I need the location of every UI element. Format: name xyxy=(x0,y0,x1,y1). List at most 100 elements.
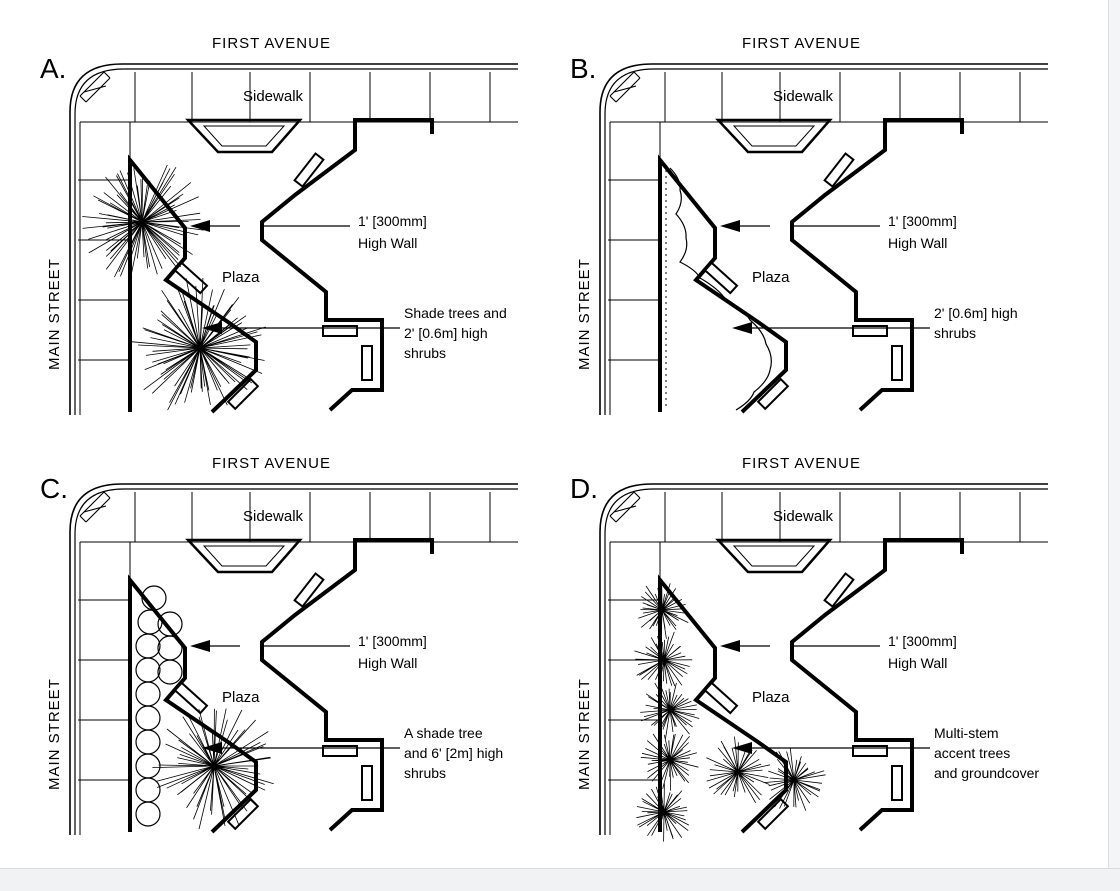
trapezoid-planter xyxy=(715,118,833,154)
wall-label-line: High Wall xyxy=(358,235,417,251)
bench xyxy=(293,572,325,608)
bench xyxy=(361,345,373,381)
planting-arrow xyxy=(732,322,752,334)
wall-arrow xyxy=(720,220,740,232)
trapezoid-planter xyxy=(185,538,303,574)
wall-label-line: High Wall xyxy=(888,655,947,671)
crosswalk-mark xyxy=(609,491,641,523)
shrub-circle xyxy=(157,659,183,685)
planting-accent-trees xyxy=(634,583,826,842)
crosswalk-mark xyxy=(79,71,111,103)
planting-label-line: A shade tree xyxy=(404,725,483,741)
planting-bed-wall xyxy=(128,154,258,414)
panel-letter: A. xyxy=(40,53,66,84)
main-street-label: MAIN STREET xyxy=(46,678,63,790)
plaza-label: Plaza xyxy=(222,689,260,706)
curb-line-inner xyxy=(604,488,1048,835)
sidewalk-paving-grid xyxy=(608,492,1048,835)
shrub-circle xyxy=(135,633,161,659)
shrub-circle xyxy=(135,729,161,755)
planting-label-line: accent trees xyxy=(934,745,1010,761)
trapezoid-planter xyxy=(715,538,833,574)
wall-label-line: 1' [300mm] xyxy=(888,213,957,229)
bench xyxy=(293,152,325,188)
planting-label-line: shrubs xyxy=(404,765,446,781)
shrub-circle xyxy=(135,801,161,827)
main-street-label: MAIN STREET xyxy=(576,258,593,370)
curb-line-outer xyxy=(599,63,1048,415)
wall-label-line: 1' [300mm] xyxy=(358,633,427,649)
wall-label-line: High Wall xyxy=(358,655,417,671)
wall-arrow xyxy=(720,640,740,652)
bench xyxy=(703,261,739,295)
accent-tree xyxy=(763,748,826,811)
plaza-label: Plaza xyxy=(752,269,790,286)
wall-label-line: 1' [300mm] xyxy=(358,213,427,229)
planting-label-line: Shade trees and xyxy=(404,305,507,321)
curb-line-outer xyxy=(69,63,518,415)
bench xyxy=(361,765,373,801)
bench xyxy=(226,377,260,411)
bench xyxy=(756,377,790,411)
panel-b: B. FIRST AVENUE MAIN STREET Sidewalk Plaza 1'… xyxy=(570,35,1048,415)
trapezoid-planter xyxy=(185,118,303,154)
bench xyxy=(823,152,855,188)
first-avenue-label: FIRST AVENUE xyxy=(742,35,861,52)
accent-tree xyxy=(640,733,699,791)
sidewalk-label: Sidewalk xyxy=(243,88,304,105)
planting-label-line: shrubs xyxy=(404,345,446,361)
shrub-circle xyxy=(135,681,161,707)
curb-line-inner xyxy=(604,68,1048,415)
planting-arrow xyxy=(732,742,752,754)
planting-shade-trees xyxy=(82,164,266,411)
accent-tree xyxy=(706,736,771,803)
plaza-planting-diagram: A. FIRST AVENUE MAIN STREET Sidewalk Plaza 1'… xyxy=(40,35,1048,842)
shrub-circle xyxy=(135,753,161,779)
right-edge-strip xyxy=(1108,0,1120,868)
panel-letter: C. xyxy=(40,473,68,504)
bench xyxy=(703,681,739,715)
bench xyxy=(852,325,888,337)
shrub-circle xyxy=(135,657,161,683)
planting-label-line: and groundcover xyxy=(934,765,1039,781)
bench xyxy=(173,261,209,295)
first-avenue-label: FIRST AVENUE xyxy=(742,455,861,472)
bench xyxy=(226,797,260,831)
bench xyxy=(891,345,903,381)
bench xyxy=(173,681,209,715)
low-wall xyxy=(260,538,434,832)
planting-label-line: 2' [0.6m] high xyxy=(404,325,488,341)
planting-arrow xyxy=(202,742,222,754)
planting-bed-wall xyxy=(658,154,788,414)
main-street-label: MAIN STREET xyxy=(46,258,63,370)
curb-line-inner xyxy=(74,488,518,835)
first-avenue-label: FIRST AVENUE xyxy=(212,455,331,472)
sidewalk-paving-grid xyxy=(608,72,1048,415)
panel-letter: B. xyxy=(570,53,596,84)
planting-label-line: 2' [0.6m] high xyxy=(934,305,1018,321)
wall-arrow xyxy=(190,220,210,232)
wall-arrow xyxy=(190,640,210,652)
wall-label-line: 1' [300mm] xyxy=(888,633,957,649)
plaza-label: Plaza xyxy=(752,689,790,706)
planting-arrow xyxy=(202,322,222,334)
planting-label-line: and 6' [2m] high xyxy=(404,745,503,761)
shade-tree-upper xyxy=(82,164,204,278)
planting-label-line: shrubs xyxy=(934,325,976,341)
wall-label-line: High Wall xyxy=(888,235,947,251)
panel-c: C. FIRST AVENUE MAIN STREET Sidewalk Plaza 1'… xyxy=(40,455,518,835)
bench xyxy=(852,745,888,757)
bottom-edge-strip xyxy=(0,868,1120,891)
bench xyxy=(322,325,358,337)
low-wall xyxy=(790,118,964,412)
panel-letter: D. xyxy=(570,473,598,504)
accent-tree xyxy=(638,583,689,639)
low-wall xyxy=(790,538,964,832)
sidewalk-label: Sidewalk xyxy=(773,88,834,105)
plaza-label: Plaza xyxy=(222,269,260,286)
sidewalk-label: Sidewalk xyxy=(243,508,304,525)
sidewalk-paving-grid xyxy=(78,72,518,415)
shrub-circle xyxy=(157,635,183,661)
curb-line-inner xyxy=(74,68,518,415)
